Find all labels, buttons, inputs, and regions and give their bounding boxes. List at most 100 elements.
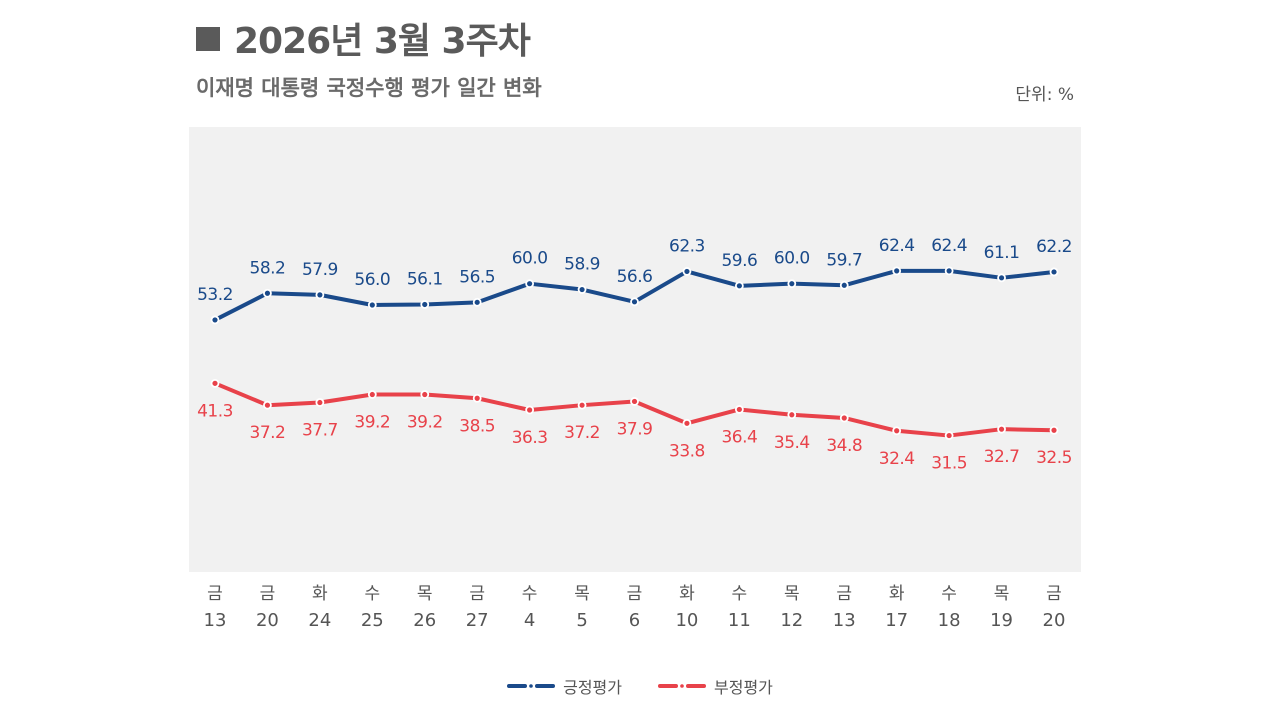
data-point xyxy=(682,267,692,276)
x-tick-date: 19 xyxy=(990,610,1013,631)
data-label: 58.9 xyxy=(564,255,600,275)
data-label: 60.0 xyxy=(774,249,810,269)
plot-area xyxy=(189,127,1081,572)
legend-item-positive: 긍정평가 xyxy=(507,674,622,698)
x-tick-day: 화 xyxy=(679,584,695,604)
data-point xyxy=(525,405,535,415)
data-label: 37.2 xyxy=(250,423,286,443)
x-tick-date: 4 xyxy=(524,610,535,631)
data-label: 62.4 xyxy=(879,236,915,256)
x-tick-day: 금 xyxy=(836,584,852,604)
x-tick-date: 25 xyxy=(361,610,384,631)
legend-label-positive: 긍정평가 xyxy=(563,678,622,697)
data-label: 62.2 xyxy=(1036,237,1072,257)
data-point xyxy=(630,397,639,406)
x-tick-date: 13 xyxy=(204,610,227,631)
data-label: 61.1 xyxy=(984,243,1020,263)
data-point xyxy=(263,400,272,410)
data-label: 56.5 xyxy=(459,267,495,287)
data-label: 62.3 xyxy=(669,236,705,256)
x-tick-day: 금 xyxy=(207,584,223,604)
data-point xyxy=(839,413,849,423)
x-tick-day: 수 xyxy=(732,584,748,604)
x-tick-day: 화 xyxy=(312,584,328,604)
data-point xyxy=(787,410,797,420)
x-tick-date: 26 xyxy=(413,610,436,631)
x-tick-day: 금 xyxy=(469,584,485,604)
data-label: 58.2 xyxy=(250,258,286,278)
x-tick-day: 목 xyxy=(784,584,800,604)
data-point xyxy=(892,266,902,276)
data-point xyxy=(1049,425,1059,435)
data-label: 60.0 xyxy=(512,249,548,269)
legend-line-positive-icon xyxy=(507,684,556,688)
data-point xyxy=(892,426,902,436)
x-tick-date: 6 xyxy=(629,610,640,631)
data-point xyxy=(944,266,954,276)
data-label: 59.6 xyxy=(721,251,757,271)
data-label: 39.2 xyxy=(354,413,390,433)
data-point xyxy=(577,285,587,294)
legend-label-negative: 부정평가 xyxy=(714,678,773,697)
x-tick-day: 목 xyxy=(417,584,433,604)
x-tick-date: 12 xyxy=(780,610,803,631)
x-tick-date: 10 xyxy=(675,610,698,631)
data-point xyxy=(787,279,797,289)
data-label: 32.7 xyxy=(984,447,1020,467)
data-label: 53.2 xyxy=(197,285,233,305)
title-text: 2026년 3월 3주차 xyxy=(234,21,531,62)
data-label: 36.4 xyxy=(721,427,757,447)
data-point xyxy=(263,288,272,298)
x-tick-day: 수 xyxy=(364,584,380,604)
x-tick-date: 20 xyxy=(256,610,279,631)
data-label: 32.5 xyxy=(1036,448,1072,468)
x-tick-date: 5 xyxy=(576,610,587,631)
legend: 긍정평가 부정평가 xyxy=(0,674,1280,698)
data-point xyxy=(839,280,849,290)
data-point xyxy=(472,393,482,403)
data-point xyxy=(315,398,325,407)
data-label: 31.5 xyxy=(931,454,967,474)
x-tick-date: 17 xyxy=(885,610,908,631)
data-label: 35.4 xyxy=(774,433,810,453)
data-point xyxy=(577,400,587,410)
data-label: 37.2 xyxy=(564,423,600,443)
data-point xyxy=(734,281,744,291)
data-label: 56.1 xyxy=(407,269,443,289)
data-point xyxy=(367,390,377,399)
data-label: 37.7 xyxy=(302,421,338,441)
unit-label: 단위: % xyxy=(1015,85,1074,105)
data-label: 34.8 xyxy=(826,436,862,456)
x-tick-date: 11 xyxy=(728,610,751,631)
x-tick-date: 27 xyxy=(466,610,489,631)
data-label: 37.9 xyxy=(617,419,653,439)
x-tick-date: 18 xyxy=(938,610,961,631)
x-tick-day: 금 xyxy=(1046,584,1062,604)
x-tick-date: 24 xyxy=(308,610,331,631)
data-label: 39.2 xyxy=(407,413,443,433)
data-point xyxy=(997,424,1006,434)
x-tick-date: 20 xyxy=(1043,610,1066,631)
chart-subtitle: 이재명 대통령 국정수행 평가 일간 변화 xyxy=(196,76,542,100)
page-title: 2026년 3월 3주차 xyxy=(196,12,531,64)
x-tick-day: 금 xyxy=(627,584,643,604)
data-label: 56.0 xyxy=(354,270,390,290)
legend-item-negative: 부정평가 xyxy=(658,674,773,698)
data-point xyxy=(210,315,220,325)
data-point xyxy=(210,378,220,388)
data-point xyxy=(944,431,954,440)
data-point xyxy=(525,279,535,289)
data-label: 33.8 xyxy=(669,441,705,461)
data-label: 57.9 xyxy=(302,260,338,280)
data-label: 59.7 xyxy=(826,250,862,270)
data-label: 41.3 xyxy=(197,401,233,421)
data-point xyxy=(630,297,639,307)
data-point xyxy=(1049,267,1059,277)
x-tick-day: 금 xyxy=(260,584,276,604)
x-tick-day: 목 xyxy=(994,584,1010,604)
data-point xyxy=(420,300,430,309)
x-tick-date: 13 xyxy=(833,610,856,631)
data-point xyxy=(682,418,692,428)
data-point xyxy=(472,297,482,307)
